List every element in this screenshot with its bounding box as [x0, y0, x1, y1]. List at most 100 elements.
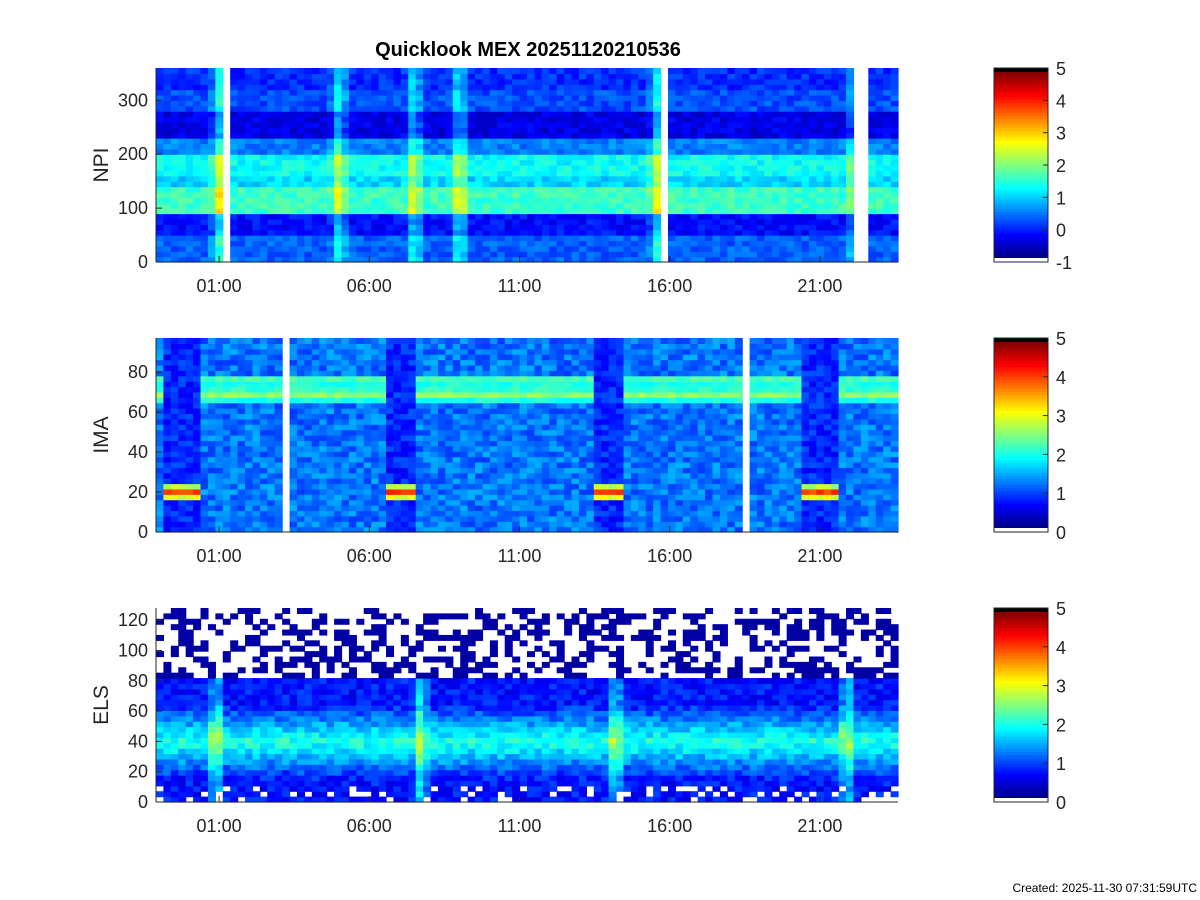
colorbar-segment [994, 171, 1048, 175]
heatmap-cell [319, 510, 328, 517]
heatmap-cell [289, 440, 298, 447]
heatmap-cell [667, 235, 676, 242]
heatmap-cell [282, 208, 291, 215]
heatmap-cell [311, 456, 320, 463]
heatmap-cell [415, 229, 424, 236]
heatmap-cell [296, 472, 305, 479]
heatmap-cell [341, 256, 350, 263]
heatmap-cell [838, 208, 847, 215]
heatmap-cell [697, 84, 706, 91]
heatmap-cell [222, 451, 231, 458]
heatmap-cell [816, 165, 825, 171]
heatmap-cell [601, 116, 610, 123]
heatmap-cell [371, 245, 380, 252]
heatmap-cell [363, 105, 372, 112]
colorbar-segment [994, 251, 1048, 256]
heatmap-cell [296, 461, 305, 468]
heatmap-cell [467, 181, 476, 188]
heatmap-cell [423, 397, 432, 404]
heatmap-cell [771, 121, 780, 128]
heatmap-cell [430, 461, 439, 468]
heatmap-cell [578, 256, 587, 263]
heatmap-cell [348, 488, 357, 495]
heatmap-cell [705, 127, 714, 134]
heatmap-cell [875, 105, 884, 112]
heatmap-cell [423, 68, 432, 74]
heatmap-cell [319, 418, 328, 425]
heatmap-cell [400, 521, 409, 528]
heatmap-cell [742, 121, 751, 128]
heatmap-cell [564, 100, 573, 107]
heatmap-cell [334, 208, 343, 215]
heatmap-cell [831, 132, 840, 139]
heatmap-cell [749, 165, 758, 171]
heatmap-cell [608, 256, 617, 263]
heatmap-cell [348, 526, 357, 533]
heatmap-cell [400, 402, 409, 409]
heatmap-cell [475, 170, 484, 177]
heatmap-cell [393, 413, 402, 420]
heatmap-cell [319, 445, 328, 452]
heatmap-cell [289, 105, 298, 112]
heatmap-cell [259, 94, 268, 101]
heatmap-cell [690, 235, 699, 242]
heatmap-cell [319, 521, 328, 528]
heatmap-cell [400, 78, 409, 85]
heatmap-cell [170, 408, 179, 415]
heatmap-cell [616, 127, 625, 134]
heatmap-cell [771, 202, 780, 209]
heatmap-cell [341, 240, 350, 247]
heatmap-cell [549, 78, 558, 85]
heatmap-cell [697, 159, 706, 166]
heatmap-cell [556, 148, 565, 155]
heatmap-cell [801, 245, 810, 252]
heatmap-cell [319, 375, 328, 382]
heatmap-cell [593, 94, 602, 101]
heatmap-cell [415, 429, 424, 436]
heatmap-cell [319, 435, 328, 441]
heatmap-cell [215, 408, 224, 415]
heatmap-cell [667, 197, 676, 204]
heatmap-cell [400, 440, 409, 447]
heatmap-cell [245, 391, 254, 398]
heatmap-cell [296, 218, 305, 225]
heatmap-cell [200, 94, 209, 101]
heatmap-cell [267, 445, 276, 452]
heatmap-cell [215, 191, 224, 198]
heatmap-cell [207, 418, 216, 425]
heatmap-cell [334, 138, 343, 145]
heatmap-cell [467, 121, 476, 128]
heatmap-cell [623, 235, 632, 242]
heatmap-cell [742, 89, 751, 96]
heatmap-cell [423, 100, 432, 107]
heatmap-cell [363, 521, 372, 528]
heatmap-cell [467, 94, 476, 101]
heatmap-cell [178, 256, 187, 263]
heatmap-cell [541, 224, 550, 231]
heatmap-cell [207, 78, 216, 85]
heatmap-cell [230, 472, 239, 479]
heatmap-cell [356, 461, 365, 468]
heatmap-cell [593, 84, 602, 91]
heatmap-cell [653, 143, 662, 150]
heatmap-cell [156, 521, 165, 528]
heatmap-cell [386, 515, 395, 522]
heatmap-cell [779, 191, 788, 198]
heatmap-cell [393, 175, 402, 182]
heatmap-cell [423, 165, 432, 171]
heatmap-cell [207, 154, 216, 161]
heatmap-cell [334, 370, 343, 377]
heatmap-cell [304, 245, 313, 252]
heatmap-cell [245, 424, 254, 431]
heatmap-cell [252, 440, 261, 447]
heatmap-cell [296, 175, 305, 182]
heatmap-cell [274, 381, 283, 388]
heatmap-cell [207, 354, 216, 361]
heatmap-cell [764, 68, 773, 74]
heatmap-cell [719, 73, 728, 80]
heatmap-cell [794, 78, 803, 85]
heatmap-cell [252, 111, 261, 118]
heatmap-cell [667, 121, 676, 128]
colorbar-segment [994, 205, 1048, 209]
heatmap-cell [163, 381, 172, 388]
